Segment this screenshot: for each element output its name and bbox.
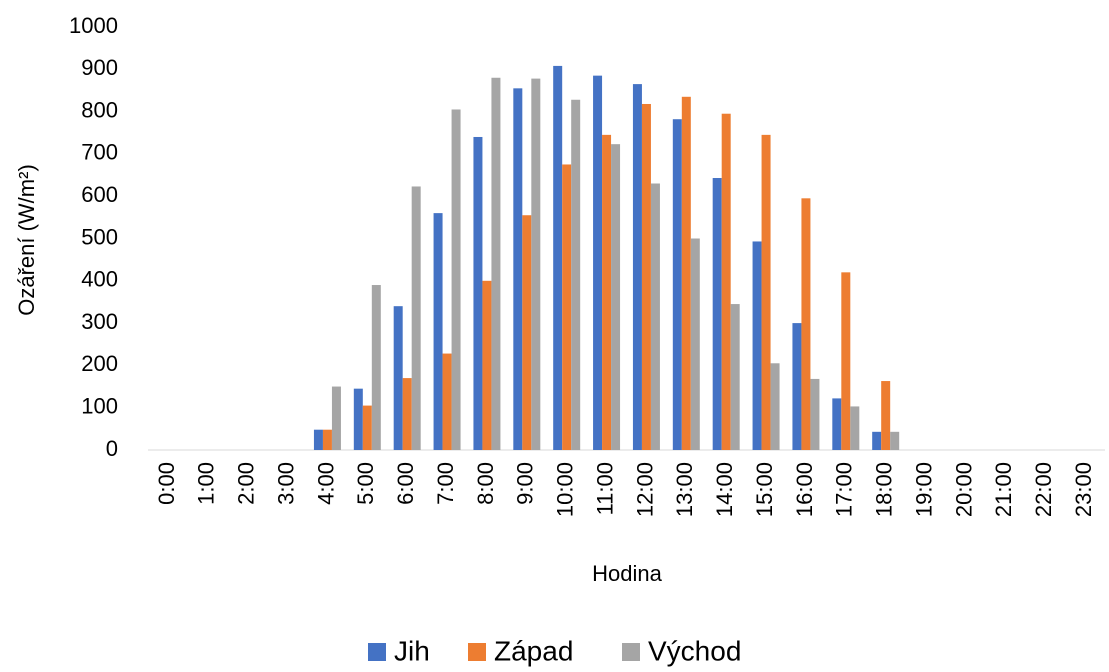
x-tick-label: 1:00 <box>194 462 219 505</box>
x-tick-label: 23:00 <box>1071 462 1096 517</box>
bar <box>801 198 811 450</box>
x-tick-label: 17:00 <box>832 462 857 517</box>
x-tick-label: 7:00 <box>433 462 458 505</box>
bar <box>393 306 403 450</box>
bar <box>562 164 572 450</box>
bar <box>752 241 762 450</box>
x-tick-label: 3:00 <box>273 462 298 505</box>
y-tick-label: 100 <box>81 394 118 419</box>
x-tick-label: 8:00 <box>473 462 498 505</box>
bar <box>770 363 780 450</box>
x-tick-label: 14:00 <box>712 462 737 517</box>
bar <box>792 323 802 450</box>
x-tick-label: 0:00 <box>154 462 179 505</box>
bar <box>553 65 563 450</box>
bar <box>872 431 882 450</box>
y-tick-label: 800 <box>81 97 118 122</box>
bar <box>531 78 541 450</box>
y-tick-label: 200 <box>81 351 118 376</box>
bar <box>411 186 421 450</box>
bar <box>690 238 700 450</box>
bar <box>611 144 621 450</box>
y-tick-label: 500 <box>81 224 118 249</box>
bar <box>650 183 660 450</box>
bar <box>730 304 740 450</box>
legend-swatch <box>622 643 640 661</box>
bar <box>881 381 891 450</box>
bar <box>712 178 722 451</box>
x-tick-label: 11:00 <box>592 462 617 515</box>
x-tick-label: 21:00 <box>991 462 1016 517</box>
bar <box>313 429 323 450</box>
bar <box>672 119 682 451</box>
x-tick-label: 16:00 <box>792 462 817 517</box>
bar <box>451 109 461 451</box>
bar <box>832 398 842 450</box>
bar <box>402 378 412 450</box>
y-tick-label: 600 <box>81 182 118 207</box>
y-tick-label: 0 <box>106 436 118 461</box>
y-tick-label: 700 <box>81 140 118 165</box>
x-tick-label: 9:00 <box>513 462 538 505</box>
legend-swatch <box>368 643 386 661</box>
bar <box>593 75 603 451</box>
bar <box>433 213 443 450</box>
y-axis-label: Ozáření (W/m²) <box>14 164 39 316</box>
x-tick-label: 15:00 <box>752 462 777 517</box>
x-tick-label: 12:00 <box>632 462 657 517</box>
bar <box>810 378 820 450</box>
bar <box>841 272 851 450</box>
bar <box>761 134 771 451</box>
bar <box>362 405 372 450</box>
x-tick-label: 19:00 <box>911 462 936 517</box>
bar <box>681 96 691 451</box>
x-tick-label: 20:00 <box>951 462 976 517</box>
legend-label: Západ <box>494 635 573 666</box>
y-tick-label: 1000 <box>69 13 118 38</box>
bar <box>371 285 381 450</box>
bar <box>522 215 532 450</box>
bar <box>331 386 341 450</box>
x-tick-label: 5:00 <box>353 462 378 505</box>
bar <box>442 353 452 450</box>
legend-label: Jih <box>394 635 430 666</box>
x-tick-label: 13:00 <box>672 462 697 517</box>
legend-label: Východ <box>648 635 741 666</box>
bar <box>353 388 363 450</box>
x-tick-label: 6:00 <box>393 462 418 505</box>
bar <box>482 280 492 450</box>
bar <box>322 429 332 450</box>
x-tick-label: 2:00 <box>234 462 259 505</box>
y-tick-label: 400 <box>81 267 118 292</box>
legend-swatch <box>468 643 486 661</box>
x-tick-label: 4:00 <box>313 462 338 505</box>
bar <box>721 113 731 450</box>
x-tick-label: 10:00 <box>553 462 578 517</box>
bar <box>890 431 900 450</box>
bar <box>571 99 581 451</box>
bar <box>513 88 523 451</box>
x-tick-label: 22:00 <box>1031 462 1056 517</box>
bar <box>641 103 651 451</box>
bar <box>491 77 501 450</box>
bar <box>602 134 612 451</box>
bar <box>632 84 642 450</box>
y-tick-label: 900 <box>81 55 118 80</box>
x-axis-label: Hodina <box>592 561 662 586</box>
y-tick-label: 300 <box>81 309 118 334</box>
bar <box>850 406 860 450</box>
bar <box>473 136 483 451</box>
x-tick-label: 18:00 <box>872 462 897 517</box>
